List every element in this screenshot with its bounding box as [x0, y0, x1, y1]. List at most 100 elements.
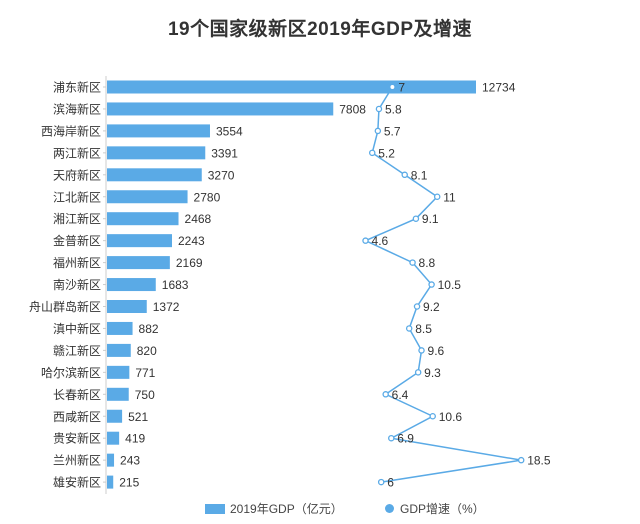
- bar-value-label: 12734: [482, 81, 516, 95]
- growth-point: [362, 237, 369, 244]
- bar: [107, 431, 120, 445]
- legend-item-growth: GDP增速（%）: [385, 500, 485, 517]
- bar: [107, 475, 114, 489]
- bar-value-label: 3554: [216, 124, 243, 138]
- growth-point: [428, 281, 435, 288]
- growth-value-label: 6.4: [392, 388, 409, 402]
- bar: [107, 343, 131, 357]
- growth-point: [388, 434, 395, 442]
- category-label: 兰州新区: [53, 453, 101, 468]
- growth-value-label: 9.1: [422, 212, 439, 226]
- bar: [107, 234, 172, 248]
- growth-point: [409, 259, 416, 266]
- legend-label-gdp: 2019年GDP（亿元）: [230, 502, 343, 516]
- growth-point: [377, 478, 385, 486]
- growth-point: [413, 303, 421, 310]
- bar-value-label: 1683: [162, 278, 189, 292]
- growth-value-label: 11: [443, 190, 456, 204]
- bar-value-label: 2243: [178, 234, 205, 248]
- category-label: 南沙新区: [53, 277, 101, 292]
- growth-value-label: 8.8: [419, 256, 436, 270]
- bar-value-label: 2169: [176, 256, 203, 270]
- growth-value-label: 10.6: [439, 410, 463, 424]
- bar-value-label: 7808: [339, 102, 366, 116]
- growth-point: [389, 83, 396, 91]
- bar: [107, 190, 188, 204]
- bar-value-label: 1372: [153, 300, 180, 314]
- bar-value-label: 243: [120, 454, 140, 468]
- bar: [107, 278, 156, 292]
- category-label: 西海岸新区: [41, 123, 101, 138]
- legend-label-growth: GDP增速（%）: [400, 502, 485, 516]
- bar-value-label: 3391: [211, 146, 238, 160]
- growth-value-label: 5.8: [385, 102, 402, 116]
- growth-value-label: 5.7: [384, 124, 401, 138]
- bar-value-label: 882: [139, 322, 159, 336]
- growth-point: [412, 215, 420, 222]
- growth-point: [414, 369, 422, 376]
- growth-value-label: 6: [387, 476, 394, 490]
- legend-swatch-bar: [205, 503, 225, 514]
- category-label: 湘江新区: [53, 211, 101, 226]
- growth-value-label: 6.9: [397, 432, 414, 446]
- bar: [107, 256, 170, 270]
- bar: [107, 300, 147, 313]
- category-label: 西咸新区: [53, 409, 101, 424]
- bar: [107, 80, 476, 94]
- bar-value-labels: 12734 7808 3554 3391 3270 2780 2468 2243 2169 168…: [119, 81, 515, 490]
- chart-title: 19个国家级新区2019年GDP及增速: [167, 19, 473, 40]
- growth-point: [368, 149, 376, 157]
- bar-value-label: 419: [125, 432, 145, 446]
- bar: [107, 146, 206, 160]
- category-label: 雄安新区: [53, 475, 101, 490]
- growth-value-label: 5.2: [378, 146, 395, 160]
- bar: [107, 102, 334, 116]
- growth-point: [433, 193, 441, 200]
- growth-value-label: 8.5: [415, 322, 432, 336]
- category-label: 舟山群岛新区: [29, 299, 101, 314]
- growth-value-label: 10.5: [438, 278, 462, 292]
- growth-point: [374, 127, 382, 135]
- bar: [107, 212, 179, 226]
- bar: [107, 387, 129, 401]
- chart-plot-area: 12734 7808 3554 3391 3270 2780 2468 2243 2169 168…: [29, 76, 551, 494]
- legend-item-gdp: 2019年GDP（亿元）: [205, 500, 343, 517]
- category-label: 浦东新区: [53, 80, 101, 95]
- category-label: 赣江新区: [53, 343, 101, 358]
- bar: [107, 124, 210, 138]
- legend-swatch-dot: [385, 504, 394, 513]
- category-label: 天府新区: [53, 167, 101, 182]
- growth-value-label: 4.6: [372, 234, 389, 248]
- bar: [107, 321, 133, 335]
- bar-value-label: 215: [119, 476, 139, 490]
- bar: [107, 168, 202, 182]
- bar-value-label: 2468: [185, 212, 212, 226]
- category-label: 江北新区: [53, 189, 101, 204]
- growth-point: [375, 105, 383, 113]
- growth-line-series: [362, 83, 525, 486]
- growth-point: [405, 325, 413, 332]
- bar: [107, 409, 123, 423]
- category-label: 福州新区: [53, 255, 101, 270]
- category-label: 滨海新区: [53, 101, 101, 116]
- growth-value-labels: 7 5.8 5.7 5.2 8.1 11 9.1 4.6 8.810.5 9.2 8.5 9.6 9.3…: [372, 81, 551, 490]
- bar-value-label: 3270: [208, 168, 235, 182]
- growth-point: [517, 456, 525, 464]
- bar-value-label: 820: [137, 344, 157, 358]
- bar: [107, 453, 115, 467]
- bar-series: [107, 80, 476, 489]
- bar-value-label: 521: [128, 410, 148, 424]
- bar: [107, 365, 130, 379]
- category-label: 两江新区: [53, 145, 101, 160]
- category-labels: 浦东新区滨海新区西海岸新区两江新区天府新区江北新区湘江新区金普新区福州新区南沙新…: [29, 80, 106, 490]
- growth-point: [429, 412, 436, 420]
- growth-value-label: 8.1: [411, 168, 428, 182]
- category-label: 金普新区: [53, 233, 101, 248]
- growth-point: [382, 391, 389, 398]
- legend: 2019年GDP（亿元） GDP增速（%）: [0, 500, 640, 520]
- bar-value-label: 771: [135, 366, 155, 380]
- growth-value-label: 9.6: [428, 344, 445, 358]
- bar-value-label: 2780: [194, 190, 221, 204]
- growth-point: [401, 171, 408, 179]
- growth-value-label: 9.2: [423, 300, 440, 314]
